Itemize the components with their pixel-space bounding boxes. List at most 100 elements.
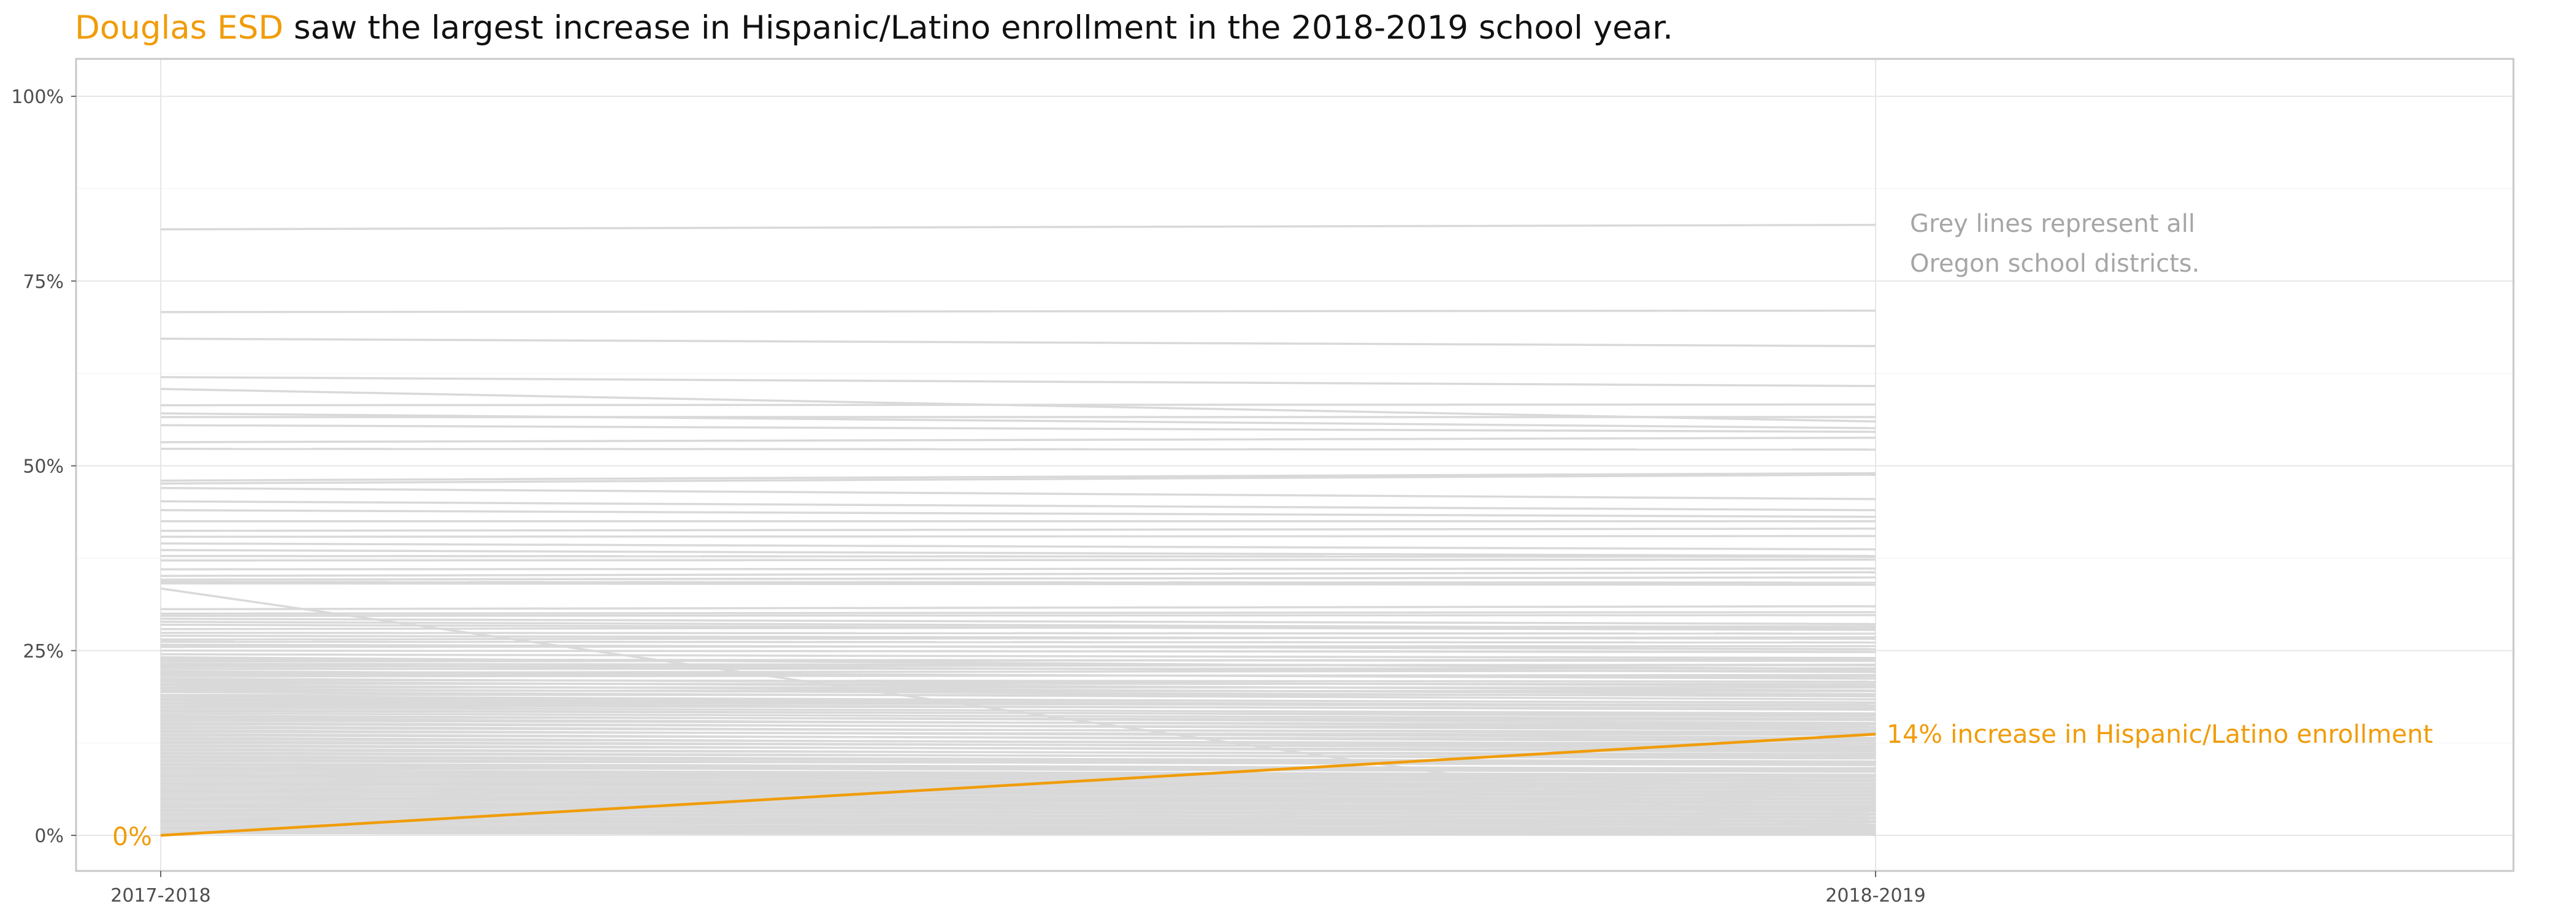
district-line bbox=[160, 821, 1876, 827]
district-line bbox=[160, 337, 1876, 348]
district-line bbox=[160, 742, 1876, 748]
district-line bbox=[160, 771, 1876, 778]
district-line bbox=[160, 500, 1876, 512]
district-line bbox=[160, 719, 1876, 726]
district-line bbox=[160, 789, 1876, 796]
district-line bbox=[160, 749, 1876, 756]
district-line bbox=[160, 527, 1876, 532]
district-line bbox=[160, 576, 1876, 581]
district-line bbox=[160, 716, 1876, 721]
district-line bbox=[160, 793, 1876, 800]
district-line bbox=[160, 663, 1876, 669]
district-line bbox=[160, 605, 1876, 611]
district-line bbox=[160, 223, 1876, 231]
grey-lines-layer bbox=[160, 223, 1876, 837]
district-line bbox=[160, 776, 1876, 783]
district-line bbox=[160, 734, 1876, 741]
x-axis: 2017-2018 2018-2019 bbox=[110, 871, 1926, 907]
district-line bbox=[160, 669, 1876, 674]
district-line bbox=[160, 625, 1876, 631]
y-tick-label: 50% bbox=[23, 456, 64, 478]
district-line bbox=[160, 614, 1876, 617]
district-line bbox=[160, 775, 1876, 781]
douglas-esd-line bbox=[160, 732, 1876, 837]
district-line bbox=[160, 778, 1876, 785]
district-line bbox=[160, 679, 1876, 683]
district-line bbox=[160, 472, 1876, 482]
district-line bbox=[160, 705, 1876, 710]
district-line bbox=[160, 745, 1876, 751]
district-line bbox=[160, 571, 1876, 577]
district-line bbox=[160, 611, 1876, 615]
district-line bbox=[160, 535, 1876, 538]
district-line bbox=[160, 803, 1876, 808]
district-line bbox=[160, 769, 1876, 776]
highlight-layer bbox=[160, 732, 1876, 837]
district-line bbox=[160, 636, 1876, 641]
district-line bbox=[160, 738, 1876, 745]
annotation-line-2: Oregon school districts. bbox=[1910, 250, 2199, 278]
district-line bbox=[160, 403, 1876, 407]
district-line bbox=[160, 580, 1876, 584]
district-line bbox=[160, 827, 1876, 832]
district-line bbox=[160, 755, 1876, 763]
district-line bbox=[160, 712, 1876, 720]
district-line bbox=[160, 618, 1876, 626]
y-tick-label: 100% bbox=[11, 86, 64, 108]
district-line bbox=[160, 810, 1876, 816]
district-line bbox=[160, 701, 1876, 707]
district-line bbox=[160, 832, 1876, 836]
district-line bbox=[160, 797, 1876, 803]
district-line bbox=[160, 806, 1876, 812]
district-line bbox=[160, 650, 1876, 653]
district-line bbox=[160, 309, 1876, 313]
district-line bbox=[160, 727, 1876, 734]
district-line bbox=[160, 653, 1876, 659]
x-tick-label: 2018-2019 bbox=[1825, 885, 1926, 907]
highlight-end-label: 14% increase in Hispanic/Latino enrollme… bbox=[1887, 719, 2433, 749]
district-line bbox=[160, 658, 1876, 663]
district-line bbox=[160, 549, 1876, 558]
district-line bbox=[160, 558, 1876, 562]
district-line bbox=[160, 509, 1876, 518]
y-axis: 0% 25% 50% 75% 100% bbox=[11, 86, 76, 847]
district-line bbox=[160, 730, 1876, 736]
y-tick-label: 75% bbox=[23, 271, 64, 293]
district-line bbox=[160, 788, 1876, 794]
district-line bbox=[160, 706, 1876, 715]
district-line bbox=[160, 828, 1876, 834]
plot-frame bbox=[75, 58, 2515, 872]
district-line bbox=[160, 819, 1876, 826]
district-line bbox=[160, 795, 1876, 801]
district-line bbox=[160, 786, 1876, 792]
district-line bbox=[160, 784, 1876, 790]
district-line bbox=[160, 760, 1876, 765]
district-line bbox=[160, 825, 1876, 831]
district-line bbox=[160, 424, 1876, 433]
district-line bbox=[160, 473, 1876, 485]
y-tick-label: 25% bbox=[23, 641, 64, 662]
district-line bbox=[160, 723, 1876, 729]
district-line bbox=[160, 554, 1876, 558]
district-line bbox=[160, 673, 1876, 678]
title-highlight: Douglas ESD bbox=[75, 9, 284, 47]
district-line bbox=[160, 753, 1876, 759]
district-line bbox=[160, 801, 1876, 807]
district-line bbox=[160, 756, 1876, 764]
annotation-line-1: Grey lines represent all bbox=[1910, 210, 2195, 238]
district-line bbox=[160, 791, 1876, 797]
annotation: Grey lines represent all Oregon school d… bbox=[1910, 210, 2199, 278]
district-line bbox=[160, 645, 1876, 648]
x-tick-label: 2017-2018 bbox=[110, 885, 211, 907]
highlight-start-label: 0% bbox=[112, 822, 152, 851]
district-line bbox=[160, 542, 1876, 551]
district-line bbox=[160, 773, 1876, 779]
title-rest: saw the largest increase in Hispanic/Lat… bbox=[283, 9, 1673, 47]
district-line bbox=[160, 767, 1876, 770]
district-line bbox=[160, 823, 1876, 829]
district-line bbox=[160, 486, 1876, 500]
y-tick-label: 0% bbox=[34, 826, 64, 847]
district-line bbox=[160, 812, 1876, 818]
district-line bbox=[160, 710, 1876, 716]
